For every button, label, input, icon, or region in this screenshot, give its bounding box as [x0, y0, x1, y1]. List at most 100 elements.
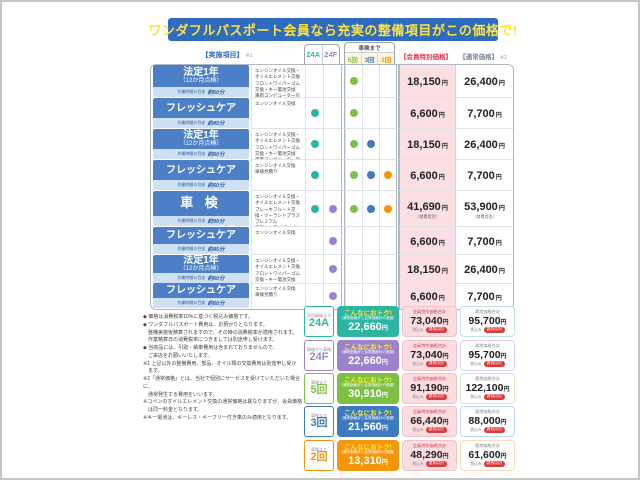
fee-badge: 諸費用別 — [483, 394, 505, 400]
member-total-label: 会員特別価格合計 — [412, 343, 447, 349]
tax-note: 税込み — [412, 394, 424, 399]
time-value: 約45分 — [207, 247, 225, 253]
column-header-24f: 24F — [324, 50, 338, 59]
member-price-cell: 6,600円 — [399, 98, 455, 129]
mark-cell-3 — [362, 227, 379, 255]
summary-code: 2回 — [310, 450, 328, 463]
regular-total-label: 通常価格合計 — [474, 343, 501, 349]
service-items: エンジンオイル交換・オイルエレメント交換 フロントワイパーゴム交換・キー電池交換… — [251, 65, 305, 98]
member-price-cell: 41,690円 （諸費用別） — [399, 191, 455, 227]
savings-title: こんなにおトク! — [344, 343, 392, 351]
savings-card: こんなにおトク! （通常価格計と会員価格計の差額） 21,560円 — [337, 406, 399, 437]
time-value: 約60分 — [207, 183, 225, 189]
column-gap — [396, 191, 399, 227]
yen-unit: 円 — [495, 240, 502, 247]
fee-badge: 諸費用別 — [425, 361, 447, 367]
table-row: フレッシュケア 作業時間の目安 約45分 エンジンオイル交換 6,600円 7,7… — [151, 227, 513, 255]
yen-unit: 円 — [495, 296, 502, 302]
check-dot — [328, 236, 337, 245]
member-total-label: 会員特別価格合計 — [412, 409, 447, 415]
service-name-cell: フレッシュケア 作業時間の目安 約60分 — [151, 283, 251, 309]
regular-total: 122,100 — [465, 382, 504, 395]
regular-price: 26,400 — [464, 139, 498, 151]
mark-cell-24a — [305, 283, 323, 309]
yen-unit: 円 — [495, 175, 502, 181]
yen-unit: 円 — [438, 296, 445, 302]
mark-cell-3 — [362, 129, 379, 160]
yen-unit: 円 — [503, 387, 510, 394]
yen-unit: 円 — [442, 387, 449, 394]
mark-cell-2 — [379, 283, 396, 309]
service-subname: （12か月点検） — [179, 78, 223, 85]
regular-total-label: 通常価格合計 — [474, 309, 501, 315]
service-items: エンジンオイル交換 — [251, 98, 305, 129]
fee-badge: 諸費用別 — [425, 461, 447, 467]
column-gap — [341, 98, 345, 129]
time-value: 約45分 — [207, 121, 225, 127]
regular-header-note: ※2 — [499, 55, 507, 61]
mark-cell-24a — [305, 160, 323, 191]
mark-cell-24a — [305, 227, 323, 255]
mark-cell-24f — [323, 98, 341, 129]
service-name-cell: 法定1年 （12か月点検） 作業時間の目安 約60分 — [151, 65, 251, 98]
mark-cell-2 — [379, 129, 396, 160]
yen-unit: 円 — [438, 175, 445, 181]
yen-unit: 円 — [438, 240, 445, 247]
member-price: 6,600 — [410, 235, 438, 248]
service-name: 法定1年 — [183, 67, 219, 79]
member-total: 48,290 — [410, 449, 443, 462]
mark-cell-5 — [345, 255, 362, 284]
savings-card: こんなにおトク! （通常価格計と会員価格計の差額） 22,660円 — [337, 340, 399, 371]
column-gap — [341, 255, 345, 284]
mark-cell-24a — [305, 129, 323, 160]
mark-cell-3 — [362, 283, 379, 309]
yen-unit: 円 — [495, 113, 502, 119]
summary-period: 車検まで — [311, 379, 327, 385]
column-header-5times: 5回 — [347, 56, 358, 64]
mark-cell-3 — [362, 98, 379, 129]
yen-unit: 円 — [381, 460, 388, 466]
regular-price: 7,700 — [467, 108, 495, 120]
price-note: （諸費用別） — [415, 214, 440, 220]
service-items: エンジンオイル交換 車検見積り — [251, 283, 305, 309]
savings-amount: 22,660 — [348, 355, 382, 367]
check-dot — [310, 204, 319, 213]
mark-cell-24a — [305, 98, 323, 129]
regular-price-cell: 7,700円 — [455, 98, 513, 129]
service-subname: （12か月点検） — [179, 141, 223, 148]
mark-cell-24f — [323, 255, 341, 284]
column-gap — [341, 191, 345, 227]
check-dot — [384, 171, 392, 179]
member-total: 66,440 — [410, 415, 443, 428]
column-header-course-box: 24A 24F — [304, 44, 340, 64]
mark-cell-24a — [305, 191, 323, 227]
regular-total-card: 通常価格合計 95,700円 税込み 諸費用別 — [460, 306, 515, 337]
column-gap — [396, 129, 399, 160]
time-prefix: 作業時間の目安 — [177, 246, 206, 251]
column-gap — [341, 129, 345, 160]
service-items: エンジンオイル交換 — [251, 227, 305, 255]
mark-cell-5 — [345, 227, 362, 255]
fee-badge: 諸費用別 — [483, 461, 505, 467]
regular-total-card: 通常価格合計 95,700円 税込み 諸費用別 — [460, 340, 515, 371]
mark-cell-24f — [323, 283, 341, 309]
column-header-regular-price: 【通常価格】 ※2 — [454, 51, 512, 61]
summary-code: 5回 — [310, 383, 328, 396]
yen-unit: 円 — [442, 320, 449, 327]
member-total: 73,040 — [410, 315, 443, 328]
service-name-cell: フレッシュケア 作業時間の目安 約45分 — [151, 98, 251, 129]
regular-price-cell: 53,900円 （諸費用別） — [455, 191, 513, 227]
yen-unit: 円 — [500, 320, 507, 327]
time-value: 約60分 — [207, 301, 225, 307]
summary-period: 車検から車検 — [307, 346, 331, 352]
regular-price-cell: 26,400円 — [455, 129, 513, 160]
time-prefix: 作業時間の目安 — [177, 151, 206, 156]
savings-subtitle: （通常価格計と会員価格計の差額） — [339, 350, 397, 355]
summary-period: 次回車検まで — [307, 312, 331, 318]
column-header-items: 【実施項目】 ※1 — [150, 50, 304, 60]
yen-unit: 円 — [498, 81, 505, 87]
regular-total: 61,600 — [468, 449, 501, 462]
price-table: 法定1年 （12か月点検） 作業時間の目安 約60分 エンジンオイル交換・オイルエレ… — [150, 64, 514, 310]
table-row: 法定1年 （12か月点検） 作業時間の目安 約60分 エンジンオイル交換・オイルエレ… — [151, 129, 513, 160]
fee-badge: 諸費用別 — [425, 327, 447, 333]
